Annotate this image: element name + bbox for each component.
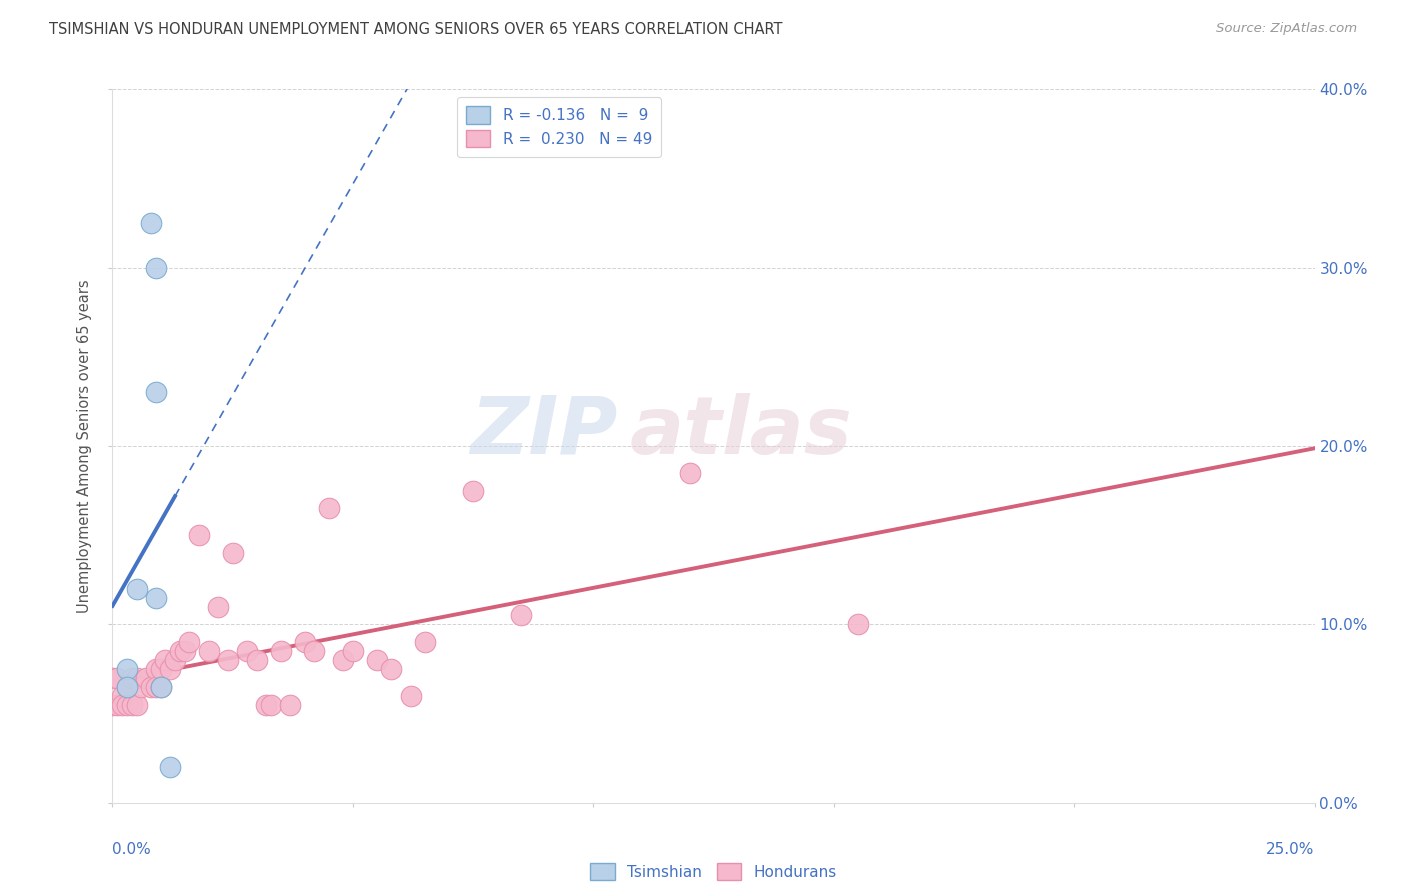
Point [304,644,326,658]
Text: atlas: atlas [630,392,852,471]
Point [139,680,162,694]
Point [121,671,143,685]
Point [121,698,143,712]
Point [366,653,388,667]
Point [342,644,364,658]
Point [131,680,153,694]
Point [236,644,259,658]
Point [179,635,201,649]
Point [188,528,211,542]
Point [332,653,354,667]
Point [846,617,869,632]
Point [169,644,191,658]
Point [260,698,283,712]
Point [115,680,138,694]
Point [149,680,172,694]
Point [105,671,128,685]
Point [125,671,148,685]
Point [145,385,167,400]
Point [125,582,148,596]
Point [318,501,340,516]
Point [294,635,316,649]
Point [254,698,277,712]
Point [145,680,167,694]
Point [678,466,700,480]
Point [111,689,134,703]
Point [461,483,484,498]
Point [380,662,402,676]
Point [207,599,229,614]
Point [510,608,533,623]
Point [149,680,172,694]
Point [139,216,162,230]
Point [413,635,436,649]
Point [145,662,167,676]
Point [155,653,177,667]
Point [197,644,219,658]
Legend: Tsimshian, Hondurans: Tsimshian, Hondurans [582,855,845,888]
Text: 25.0%: 25.0% [1267,842,1315,857]
Point [101,671,124,685]
Point [163,653,186,667]
Point [115,662,138,676]
Text: TSIMSHIAN VS HONDURAN UNEMPLOYMENT AMONG SENIORS OVER 65 YEARS CORRELATION CHART: TSIMSHIAN VS HONDURAN UNEMPLOYMENT AMONG… [49,22,783,37]
Text: 0.0%: 0.0% [112,842,152,857]
Point [159,760,181,774]
Point [270,644,292,658]
Point [217,653,239,667]
Point [135,671,157,685]
Point [149,662,172,676]
Text: ZIP: ZIP [470,392,617,471]
Point [399,689,422,703]
Point [115,698,138,712]
Point [111,698,134,712]
Point [145,260,167,275]
Point [222,546,245,560]
Point [246,653,269,667]
Point [101,698,124,712]
Point [280,698,302,712]
Point [115,680,138,694]
Point [145,591,167,605]
Text: Source: ZipAtlas.com: Source: ZipAtlas.com [1216,22,1357,36]
Point [173,644,195,658]
Point [125,698,148,712]
Y-axis label: Unemployment Among Seniors over 65 years: Unemployment Among Seniors over 65 years [77,279,93,613]
Point [105,698,128,712]
Point [159,662,181,676]
